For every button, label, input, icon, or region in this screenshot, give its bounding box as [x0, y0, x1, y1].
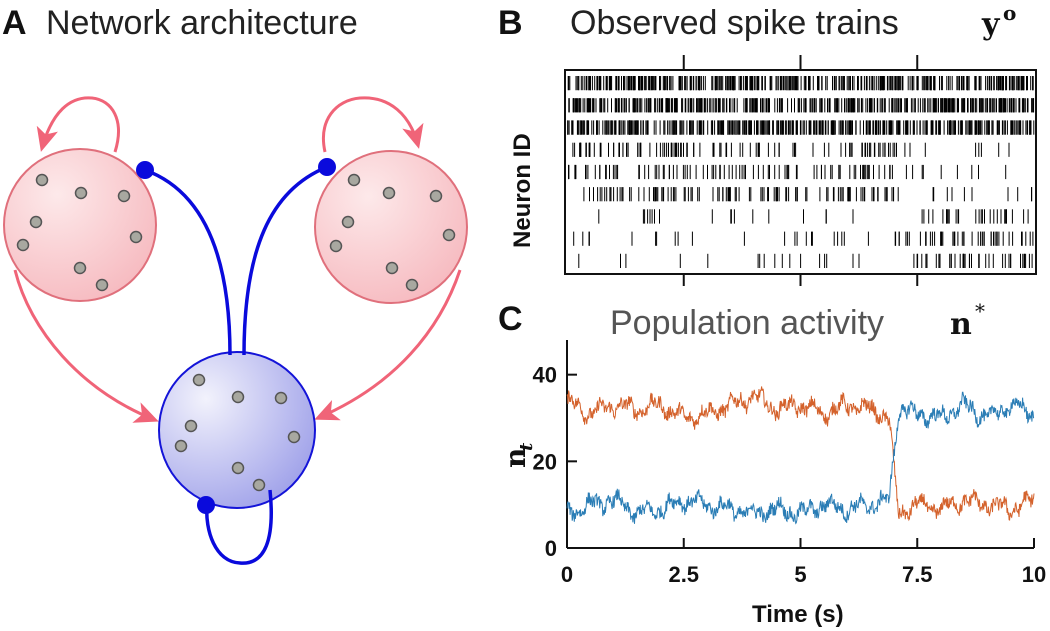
raster-ticks	[682, 55, 919, 286]
panel-c-title: Population activity	[610, 304, 884, 342]
inhibitory-self-terminal	[197, 496, 215, 514]
x-tick-label: 2.5	[668, 562, 699, 587]
right-population-neurons	[329, 173, 456, 292]
y-tick-label: 0	[545, 536, 557, 561]
right-excitatory-population	[314, 150, 468, 304]
raster-plot	[564, 55, 1037, 286]
inhibitory-population	[158, 351, 316, 509]
network-diagram	[3, 96, 468, 565]
population-chart: 0 2.5 5 7.5 10 0 20 40 Time (s) n t	[499, 340, 1046, 628]
panel-b-letter: B	[498, 4, 523, 42]
panel-c-letter: C	[498, 300, 523, 338]
x-tick-label: 7.5	[902, 562, 933, 587]
panel-b-title-superscript: o	[1003, 1, 1016, 25]
left-self-loop-arrow	[36, 96, 120, 153]
raster-ylabel: Neuron ID	[509, 133, 536, 248]
panel-c-title-superscript: *	[975, 299, 985, 323]
inhibitory-self-loop	[205, 489, 273, 565]
x-tick-label: 0	[561, 562, 573, 587]
chart-xlabel: Time (s)	[752, 601, 844, 628]
inhibitory-to-right-connection	[242, 165, 328, 356]
x-tick-label: 10	[1022, 562, 1046, 587]
inhibitory-population-neurons	[174, 373, 301, 492]
x-tick-label: 5	[794, 562, 806, 587]
chart-ylabel: n	[499, 448, 532, 468]
chart-ylabel-subscript: t	[516, 442, 537, 451]
left-population-neurons	[16, 173, 143, 292]
panel-a-letter: A	[2, 4, 27, 42]
inhibitory-to-left-terminal	[136, 161, 154, 179]
panel-b-title: Observed spike trains	[570, 4, 899, 42]
left-to-inhibitory-arrow	[13, 269, 159, 423]
right-to-inhibitory-arrow	[314, 269, 462, 421]
population-axes: 0 2.5 5 7.5 10 0 20 40	[533, 340, 1046, 587]
chart-ylabel-group: n t	[499, 442, 537, 468]
y-tick-label: 20	[533, 449, 557, 474]
population-lines	[566, 386, 1035, 525]
panel-a-title: Network architecture	[46, 4, 358, 42]
inhibitory-to-left-connection	[144, 168, 232, 356]
panel-b-title-symbol: y	[981, 7, 1001, 42]
raster-spikes	[567, 76, 1035, 268]
y-tick-label: 40	[533, 363, 557, 388]
right-self-loop-arrow	[322, 96, 424, 153]
series-line-2	[566, 391, 1035, 525]
series-line-1	[566, 386, 1035, 522]
panel-c-title-symbol: n	[950, 307, 972, 342]
inhibitory-to-right-terminal	[318, 158, 336, 176]
left-excitatory-population	[3, 148, 157, 302]
